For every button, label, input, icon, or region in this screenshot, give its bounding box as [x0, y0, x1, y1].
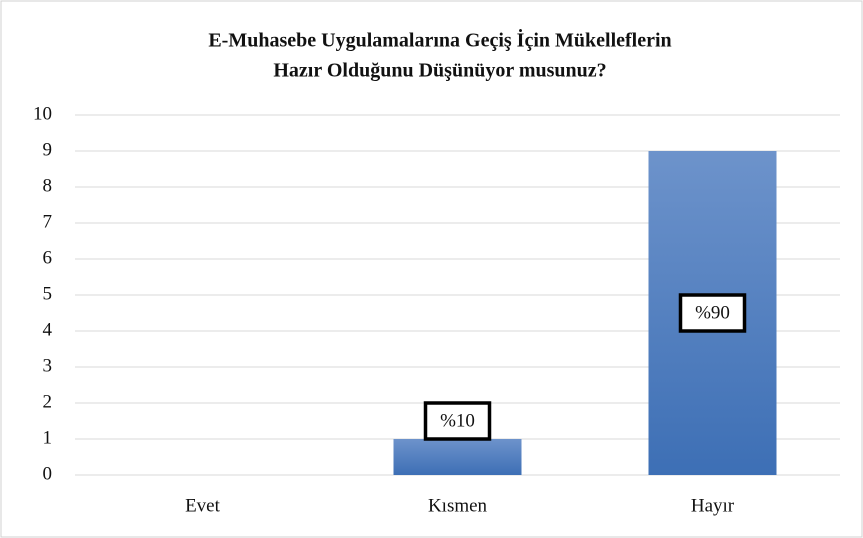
y-tick-label: 9 [43, 139, 53, 160]
chart-title: E-Muhasebe Uygulamalarına Geçiş İçin Mük… [208, 28, 671, 52]
x-tick-label: Kısmen [428, 495, 488, 516]
y-tick-label: 4 [43, 319, 53, 340]
x-tick-label: Hayır [691, 495, 735, 516]
data-label-box [423, 401, 492, 441]
data-label-box [678, 293, 747, 333]
x-tick-label: Evet [185, 495, 221, 516]
y-tick-label: 1 [43, 427, 53, 448]
y-tick-label: 10 [33, 103, 52, 124]
bar [393, 439, 522, 475]
y-tick-label: 7 [43, 211, 53, 232]
y-tick-label: 6 [43, 247, 53, 268]
data-label: %10 [440, 410, 475, 431]
chart-title: Hazır Olduğunu Düşünüyor musunuz? [273, 60, 606, 82]
y-tick-label: 5 [43, 283, 53, 304]
y-tick-label: 3 [43, 355, 53, 376]
data-label: %90 [695, 302, 730, 323]
y-tick-label: 8 [43, 175, 53, 196]
y-tick-label: 0 [43, 463, 53, 484]
y-tick-label: 2 [43, 391, 53, 412]
